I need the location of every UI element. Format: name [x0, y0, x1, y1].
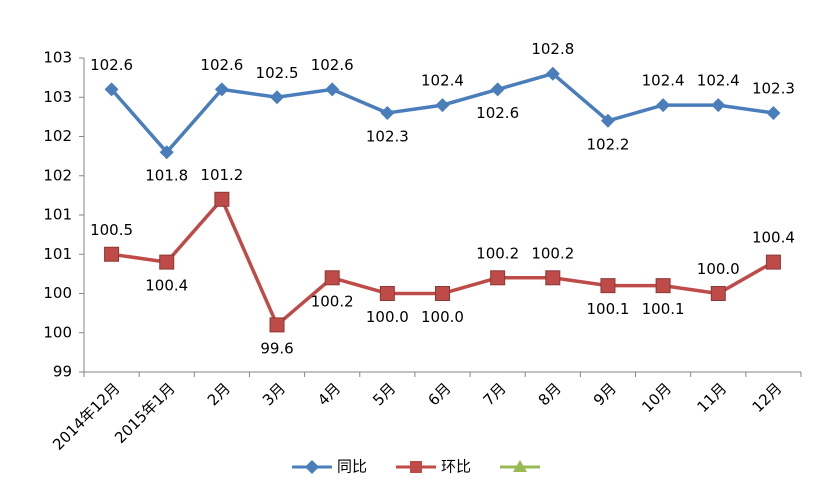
- point: [656, 98, 671, 113]
- point: [600, 113, 615, 128]
- x-tick-label: 4月: [314, 379, 344, 409]
- data-label: 102.6: [311, 56, 354, 74]
- y-tick-label: 103: [43, 88, 72, 106]
- point: [104, 246, 120, 262]
- data-label: 100.1: [642, 300, 685, 318]
- y-tick-label: 102: [43, 127, 72, 145]
- point: [214, 191, 230, 207]
- legend-marker: [305, 460, 319, 474]
- data-label: 102.3: [752, 79, 795, 97]
- y-tick-label: 103: [43, 49, 72, 67]
- point: [655, 278, 671, 294]
- point: [159, 145, 174, 160]
- x-tick-label: 2014年12月: [49, 379, 123, 453]
- point: [104, 82, 119, 97]
- data-label: 100.2: [531, 244, 574, 262]
- point: [380, 105, 395, 120]
- x-tick-label: 6月: [424, 379, 454, 409]
- point: [765, 254, 781, 270]
- x-tick-label: 3月: [259, 379, 289, 409]
- data-label: 100.0: [697, 260, 740, 278]
- legend-label: 环比: [441, 458, 471, 476]
- x-tick-label: 2015年1月: [111, 379, 179, 447]
- data-label: 102.4: [697, 72, 740, 90]
- y-tick-label: 99: [53, 363, 72, 381]
- point: [435, 286, 450, 301]
- data-label: 102.6: [200, 56, 243, 74]
- data-label: 100.2: [476, 244, 519, 262]
- y-tick-label: 102: [43, 166, 72, 184]
- x-tick-label: 12月: [749, 379, 786, 416]
- point: [490, 270, 506, 286]
- y-tick-label: 101: [43, 206, 72, 224]
- data-label: 100.2: [311, 292, 354, 310]
- y-tick-label: 100: [43, 323, 72, 341]
- data-label: 102.6: [90, 56, 133, 74]
- point: [324, 270, 340, 286]
- data-label: 102.4: [642, 72, 685, 90]
- data-label: 99.6: [260, 339, 293, 357]
- data-label: 100.0: [366, 308, 409, 326]
- point: [325, 82, 340, 97]
- data-label: 102.8: [531, 40, 574, 58]
- data-label: 102.3: [366, 127, 409, 145]
- legend-extra: [500, 460, 540, 472]
- point: [214, 82, 229, 97]
- y-tick-label: 101: [43, 245, 72, 263]
- data-label: 102.6: [476, 104, 519, 122]
- x-tick-label: 9月: [590, 379, 620, 409]
- point: [545, 66, 560, 81]
- point: [379, 286, 395, 301]
- point: [600, 278, 616, 294]
- point: [159, 254, 175, 270]
- legend-marker: [513, 460, 527, 472]
- data-label: 101.2: [200, 166, 243, 184]
- data-label: 100.5: [90, 221, 133, 239]
- point: [435, 98, 450, 113]
- point: [711, 98, 726, 113]
- data-label: 100.0: [421, 308, 464, 326]
- legend-label: 同比: [337, 458, 367, 476]
- point: [269, 317, 285, 333]
- x-tick-label: 5月: [369, 379, 399, 409]
- data-label: 101.8: [145, 167, 188, 185]
- legend-marker: [410, 461, 422, 473]
- data-label: 102.5: [256, 64, 299, 82]
- data-label: 102.2: [586, 135, 629, 153]
- point: [710, 286, 726, 301]
- x-tick-label: 8月: [535, 379, 565, 409]
- series: 100.5 100.4 101.2 99.6 100.2 100.0 100.0 100.2 1…: [90, 166, 795, 358]
- x-tick-label: 10月: [638, 379, 675, 416]
- y-tick-label: 100: [43, 284, 72, 302]
- data-label: 100.4: [752, 229, 795, 247]
- data-label: 100.4: [145, 277, 188, 295]
- series: 102.6 101.8 102.6 102.5 102.6 102.3 102.4 102.6…: [90, 40, 795, 185]
- point: [545, 270, 561, 286]
- point: [766, 105, 781, 120]
- point: [270, 90, 285, 105]
- x-tick-label: 7月: [480, 379, 510, 409]
- data-label: 102.4: [421, 72, 464, 90]
- x-tick-label: 2月: [204, 379, 234, 409]
- x-tick-label: 11月: [693, 379, 730, 416]
- data-label: 100.1: [586, 300, 629, 318]
- point: [490, 82, 505, 97]
